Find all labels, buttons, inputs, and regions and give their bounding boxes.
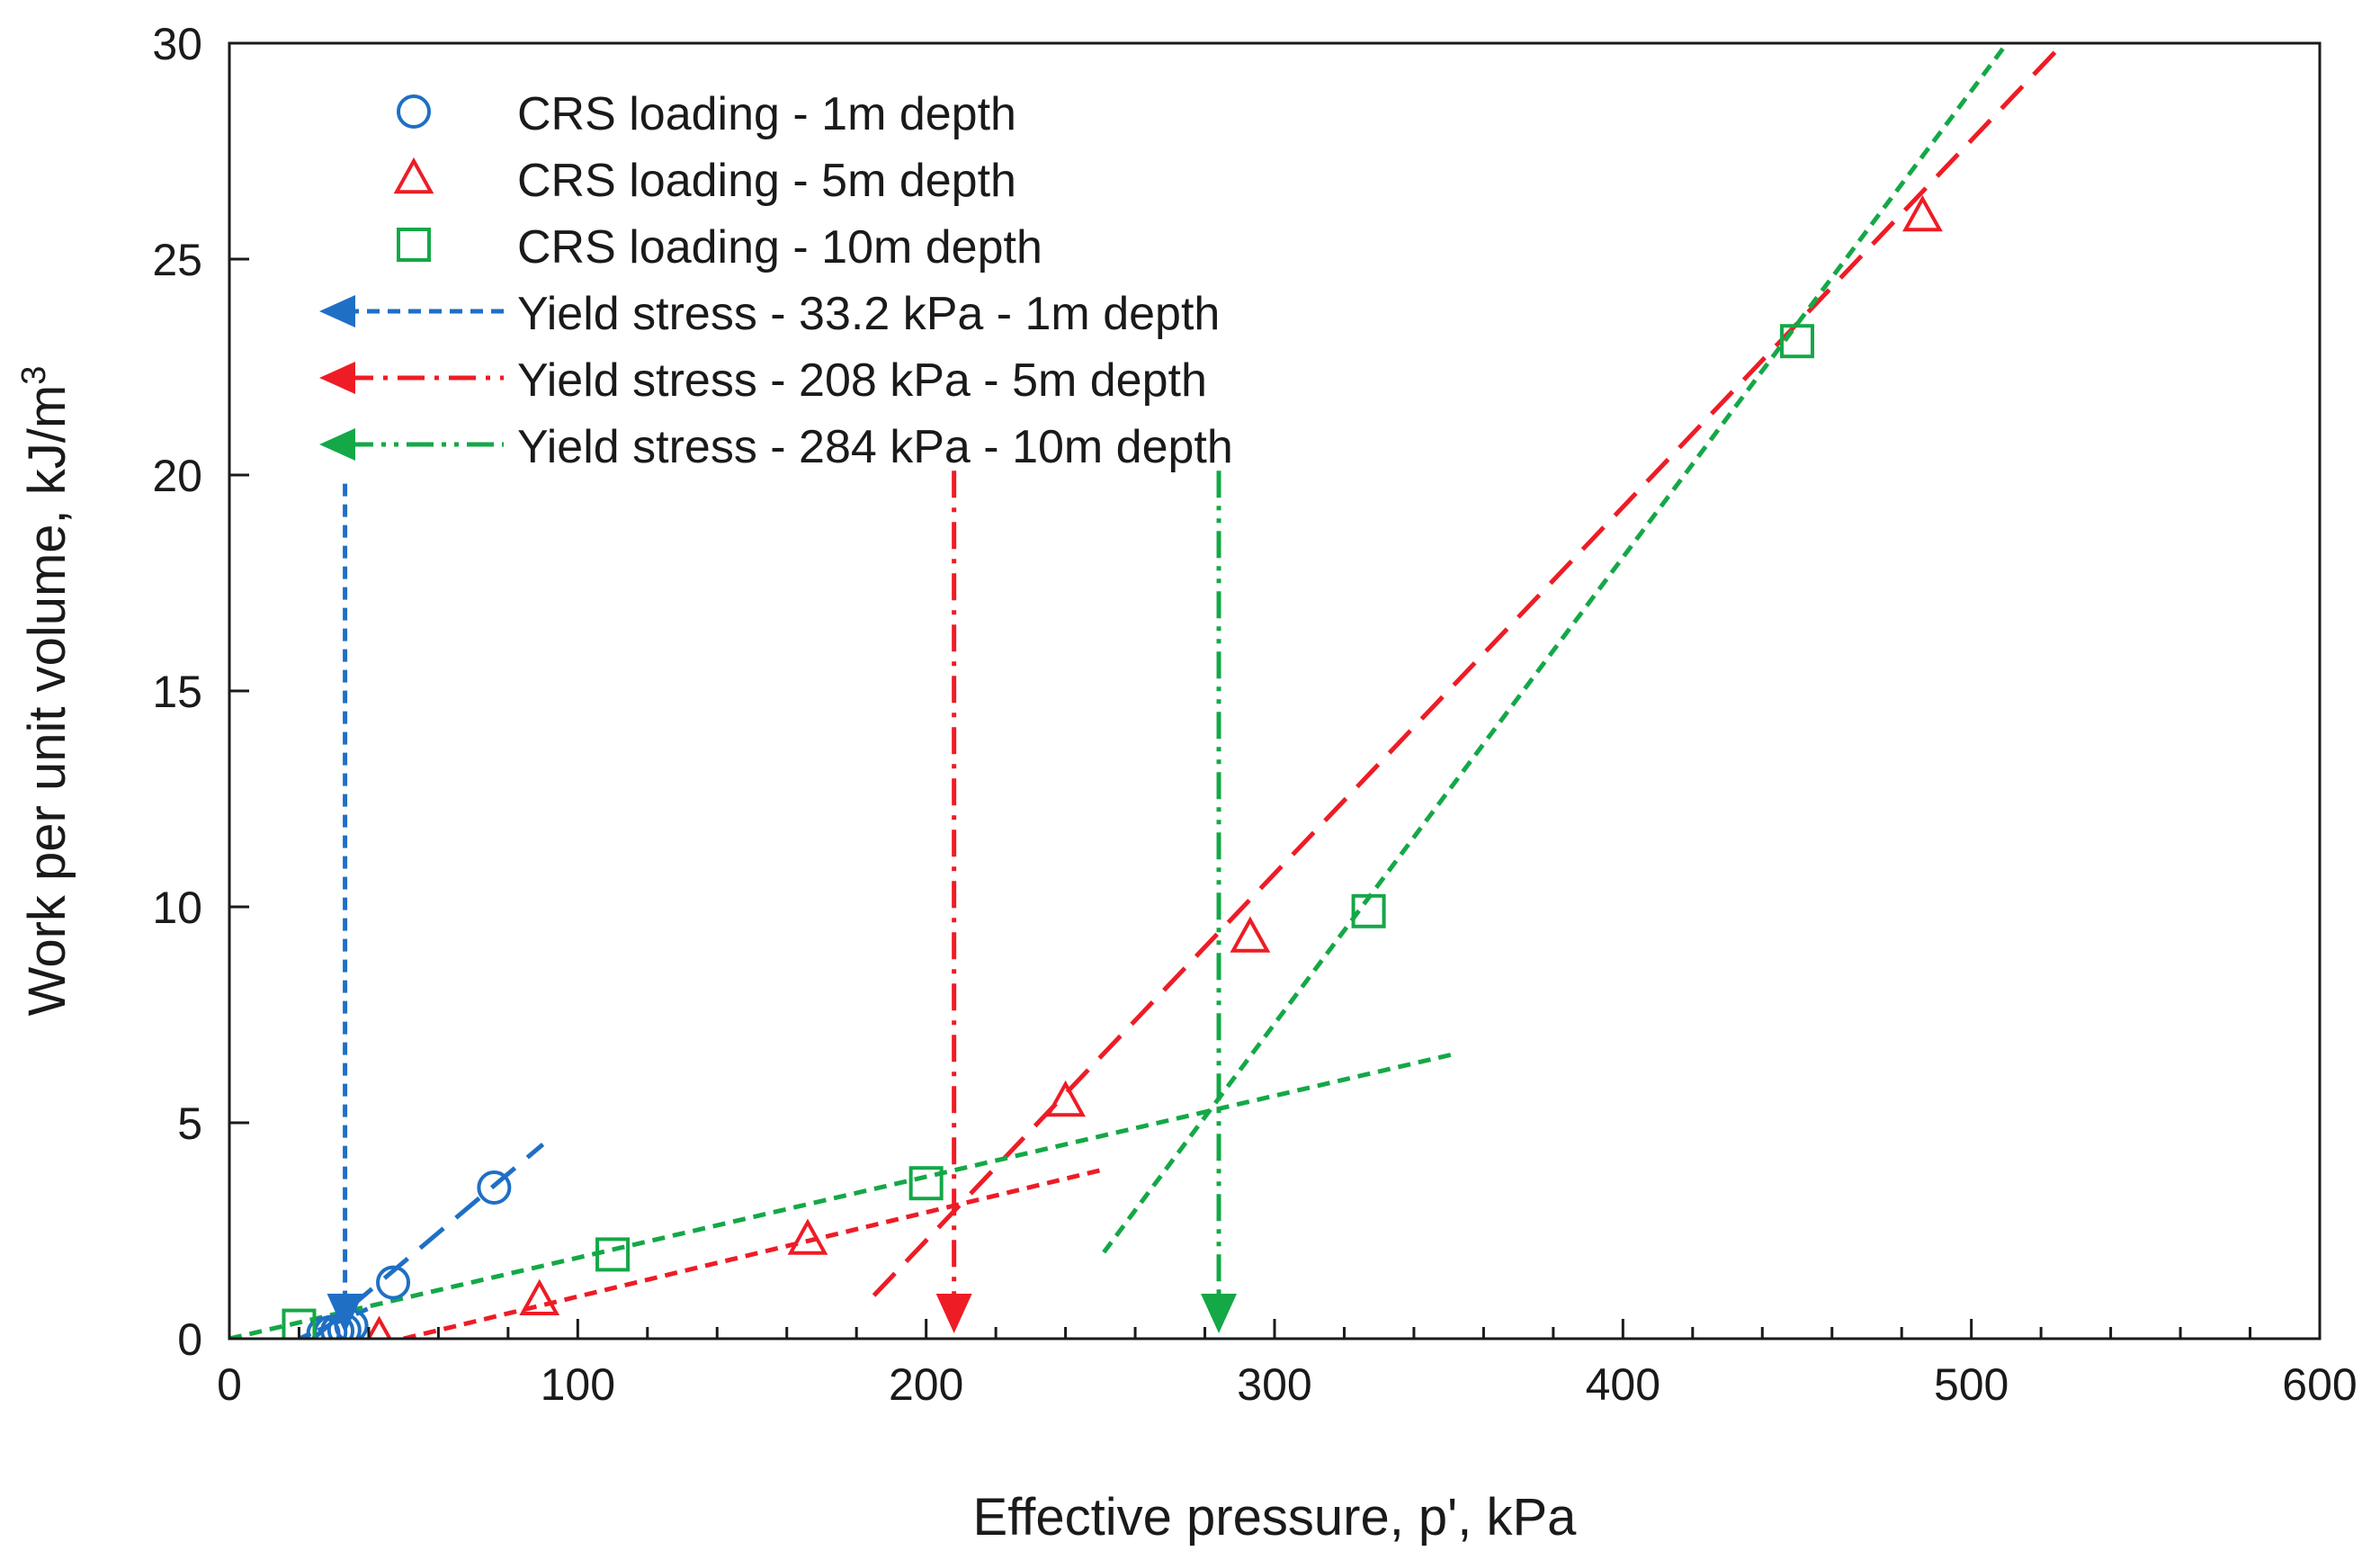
x-tick-label: 400 bbox=[1586, 1359, 1660, 1410]
legend-entry: CRS loading - 1m depth bbox=[397, 88, 1016, 140]
x-tick-label: 0 bbox=[217, 1359, 242, 1410]
data-point-triangle bbox=[1045, 1080, 1086, 1117]
x-tick-label: 500 bbox=[1934, 1359, 2009, 1410]
data-point-triangle bbox=[787, 1218, 828, 1255]
y-axis-title: Work per unit volume, kJ/m3 bbox=[15, 366, 76, 1017]
legend-label: CRS loading - 1m depth bbox=[517, 88, 1016, 140]
data-point-triangle bbox=[519, 1278, 560, 1315]
y-tick-labels: 0 5 10 15 20 25 30 bbox=[152, 19, 202, 1365]
yield-stress-arrowhead bbox=[935, 1294, 972, 1333]
legend-label: Yield stress - 33.2 kPa - 1m depth bbox=[517, 288, 1220, 340]
data-point-triangle bbox=[1230, 916, 1271, 953]
legend-label: CRS loading - 10m depth bbox=[517, 221, 1042, 273]
x-tick-label: 600 bbox=[2282, 1359, 2357, 1410]
legend-entry: Yield stress - 208 kPa - 5m depth bbox=[319, 354, 1207, 407]
legend-label: Yield stress - 284 kPa - 10m depth bbox=[517, 421, 1233, 473]
y-tick-label: 10 bbox=[152, 883, 202, 933]
legend-symbol-square bbox=[397, 228, 431, 262]
x-axis-title: Effective pressure, p', kPa bbox=[973, 1488, 1578, 1547]
trend-lines bbox=[229, 43, 2067, 1339]
legend-entry: CRS loading - 10m depth bbox=[397, 221, 1042, 273]
legend-label: CRS loading - 5m depth bbox=[517, 155, 1016, 207]
yield-stress-arrows bbox=[327, 471, 1238, 1333]
trend-line-5m bbox=[403, 1168, 1101, 1339]
trend-line-10m bbox=[1102, 43, 2010, 1254]
y-axis-title-main: Work per unit volume, kJ/m bbox=[18, 385, 76, 1017]
yield-stress-arrowhead bbox=[1201, 1294, 1238, 1333]
trend-line-10m bbox=[229, 1051, 1456, 1339]
legend-entry: CRS loading - 5m depth bbox=[393, 155, 1016, 207]
data-point-circle bbox=[376, 1265, 411, 1300]
y-tick-label: 25 bbox=[152, 235, 202, 285]
data-point-circle bbox=[327, 1313, 362, 1339]
x-tick-label: 200 bbox=[889, 1359, 963, 1410]
x-tick-label: 100 bbox=[541, 1359, 615, 1410]
y-tick-label: 15 bbox=[152, 667, 202, 717]
y-tick-label: 0 bbox=[177, 1314, 202, 1365]
data-point-circle bbox=[334, 1308, 369, 1339]
legend-arrowhead bbox=[319, 428, 355, 461]
trend-line-5m bbox=[872, 43, 2067, 1297]
x-tick-label: 300 bbox=[1237, 1359, 1311, 1410]
y-axis-title-superscript: 3 bbox=[15, 366, 53, 385]
data-point-square bbox=[1351, 893, 1386, 928]
x-tick-labels: 0 100 200 300 400 500 600 bbox=[217, 1359, 2358, 1410]
legend-symbol-triangle bbox=[393, 157, 434, 194]
y-tick-label: 5 bbox=[177, 1098, 202, 1149]
data-point-square bbox=[908, 1166, 944, 1201]
y-tick-label: 30 bbox=[152, 19, 202, 69]
legend-arrowhead bbox=[319, 295, 355, 327]
legend-arrowhead bbox=[319, 362, 355, 394]
data-point-square bbox=[282, 1308, 317, 1339]
data-point-square bbox=[1780, 324, 1814, 359]
data-markers bbox=[282, 194, 1943, 1339]
legend: CRS loading - 1m depth CRS loading - 5m d… bbox=[319, 88, 1233, 473]
legend-symbol-circle bbox=[397, 94, 431, 129]
data-point-circle bbox=[477, 1170, 512, 1205]
data-point-triangle bbox=[366, 1315, 392, 1339]
axis-ticks bbox=[228, 41, 2322, 1340]
y-tick-label: 20 bbox=[152, 451, 202, 501]
legend-entry: Yield stress - 284 kPa - 10m depth bbox=[319, 421, 1233, 473]
data-point-square bbox=[595, 1237, 631, 1272]
data-point-triangle bbox=[1902, 194, 1943, 232]
legend-entry: Yield stress - 33.2 kPa - 1m depth bbox=[319, 288, 1220, 340]
legend-label: Yield stress - 208 kPa - 5m depth bbox=[517, 354, 1207, 407]
